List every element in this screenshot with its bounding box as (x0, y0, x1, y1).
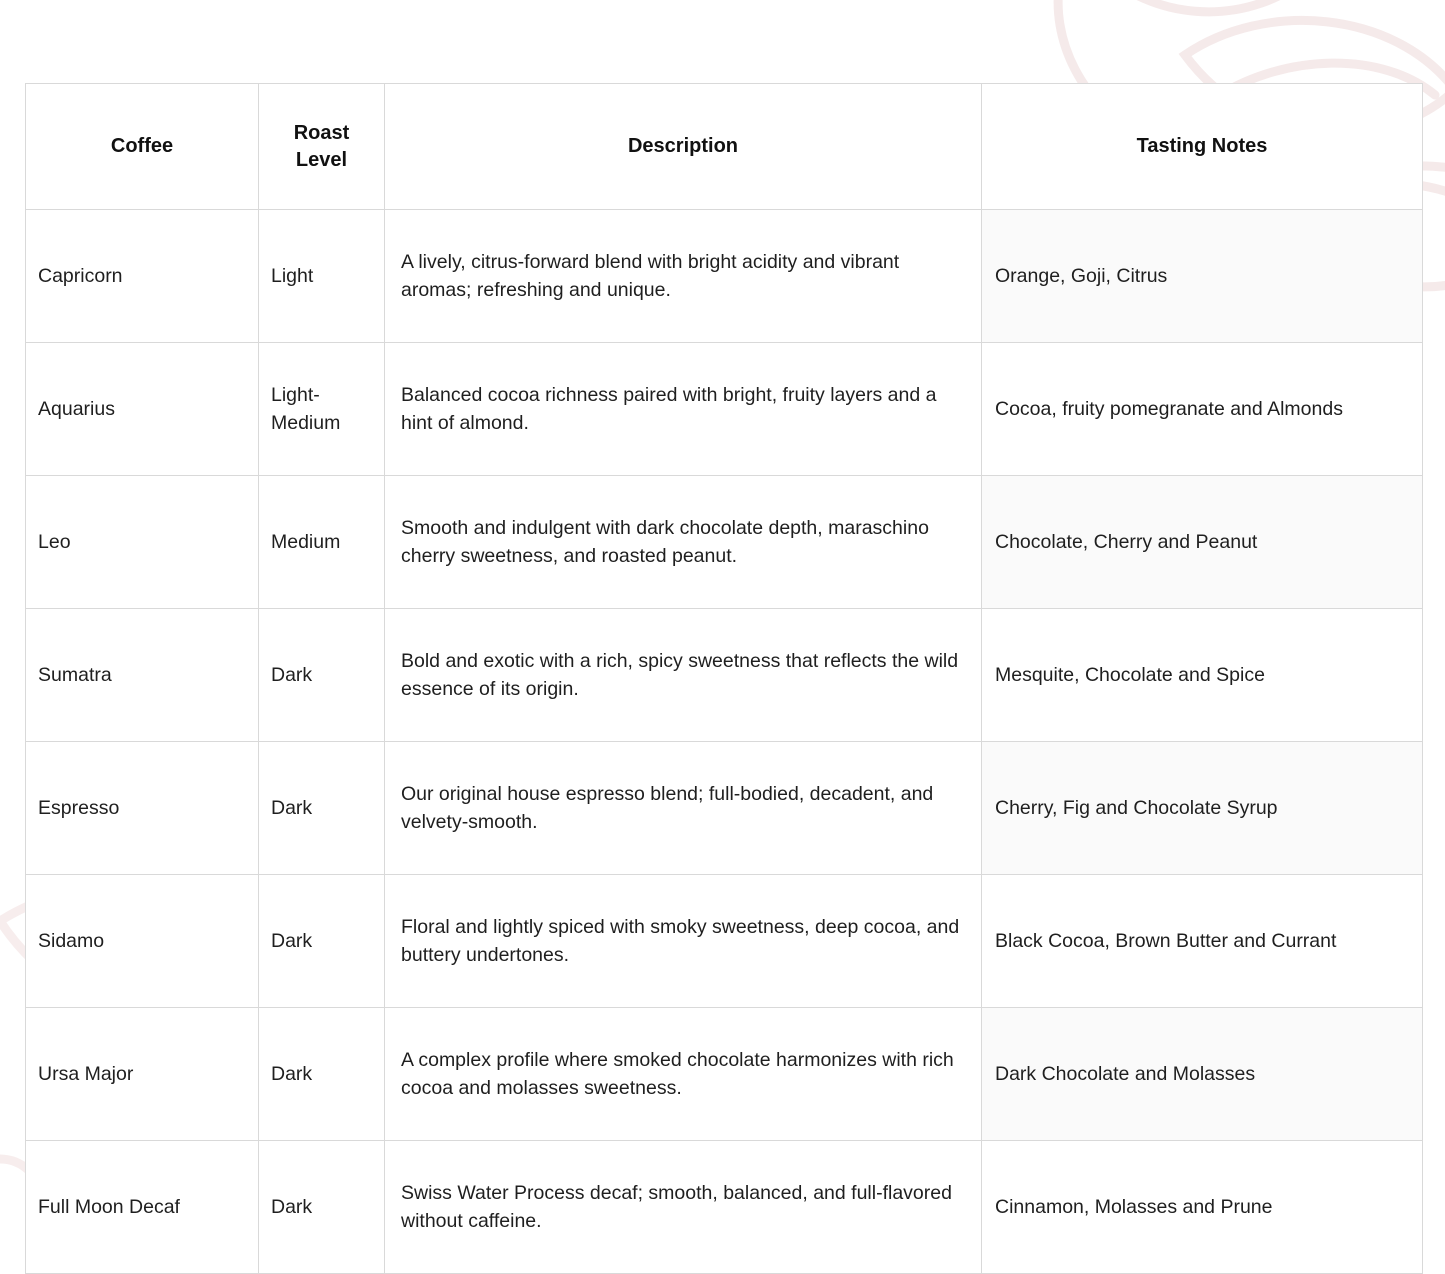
cell-description: Balanced cocoa richness paired with brig… (384, 342, 982, 476)
table-row: Capricorn Light A lively, citrus-forward… (25, 209, 1423, 343)
cell-tasting-notes: Mesquite, Chocolate and Spice (981, 608, 1423, 742)
cell-tasting-notes: Cinnamon, Molasses and Prune (981, 1140, 1423, 1274)
coffee-menu-table: Coffee Roast Level Description Tasting N… (25, 83, 1423, 1274)
cell-description: A lively, citrus-forward blend with brig… (384, 209, 982, 343)
cell-description: A complex profile where smoked chocolate… (384, 1007, 982, 1141)
cell-coffee-name: Leo (25, 475, 259, 609)
cell-tasting-notes: Chocolate, Cherry and Peanut (981, 475, 1423, 609)
table-row: Full Moon Decaf Dark Swiss Water Process… (25, 1140, 1423, 1274)
cell-description: Our original house espresso blend; full-… (384, 741, 982, 875)
cell-roast-level: Medium (258, 475, 385, 609)
cell-tasting-notes: Black Cocoa, Brown Butter and Currant (981, 874, 1423, 1008)
cell-description: Bold and exotic with a rich, spicy sweet… (384, 608, 982, 742)
table-header-row: Coffee Roast Level Description Tasting N… (25, 83, 1423, 210)
cell-tasting-notes: Cocoa, fruity pomegranate and Almonds (981, 342, 1423, 476)
cell-roast-level: Dark (258, 1140, 385, 1274)
cell-coffee-name: Espresso (25, 741, 259, 875)
cell-description: Swiss Water Process decaf; smooth, balan… (384, 1140, 982, 1274)
table-header: Coffee Roast Level Description Tasting N… (25, 83, 1423, 210)
column-header-roast-line1: Roast (293, 121, 350, 144)
cell-roast-level: Light (258, 209, 385, 343)
cell-coffee-name: Ursa Major (25, 1007, 259, 1141)
cell-coffee-name: Sidamo (25, 874, 259, 1008)
table-row: Sidamo Dark Floral and lightly spiced wi… (25, 874, 1423, 1008)
table-row: Ursa Major Dark A complex profile where … (25, 1007, 1423, 1141)
column-header-tasting-notes: Tasting Notes (981, 83, 1423, 210)
cell-description: Smooth and indulgent with dark chocolate… (384, 475, 982, 609)
table-row: Aquarius Light-Medium Balanced cocoa ric… (25, 342, 1423, 476)
column-header-roast-line2: Level (295, 148, 348, 171)
column-header-description: Description (384, 83, 982, 210)
table-row: Leo Medium Smooth and indulgent with dar… (25, 475, 1423, 609)
cell-roast-level: Dark (258, 608, 385, 742)
table-row: Sumatra Dark Bold and exotic with a rich… (25, 608, 1423, 742)
cell-roast-level: Dark (258, 1007, 385, 1141)
cell-coffee-name: Capricorn (25, 209, 259, 343)
cell-roast-level: Dark (258, 741, 385, 875)
cell-coffee-name: Aquarius (25, 342, 259, 476)
cell-tasting-notes: Orange, Goji, Citrus (981, 209, 1423, 343)
cell-coffee-name: Sumatra (25, 608, 259, 742)
cell-coffee-name: Full Moon Decaf (25, 1140, 259, 1274)
column-header-coffee: Coffee (25, 83, 259, 210)
table-body: Capricorn Light A lively, citrus-forward… (25, 209, 1423, 1274)
column-header-roast-level: Roast Level (258, 83, 385, 210)
cell-description: Floral and lightly spiced with smoky swe… (384, 874, 982, 1008)
cell-tasting-notes: Cherry, Fig and Chocolate Syrup (981, 741, 1423, 875)
cell-roast-level: Light-Medium (258, 342, 385, 476)
table-row: Espresso Dark Our original house espress… (25, 741, 1423, 875)
cell-tasting-notes: Dark Chocolate and Molasses (981, 1007, 1423, 1141)
cell-roast-level: Dark (258, 874, 385, 1008)
